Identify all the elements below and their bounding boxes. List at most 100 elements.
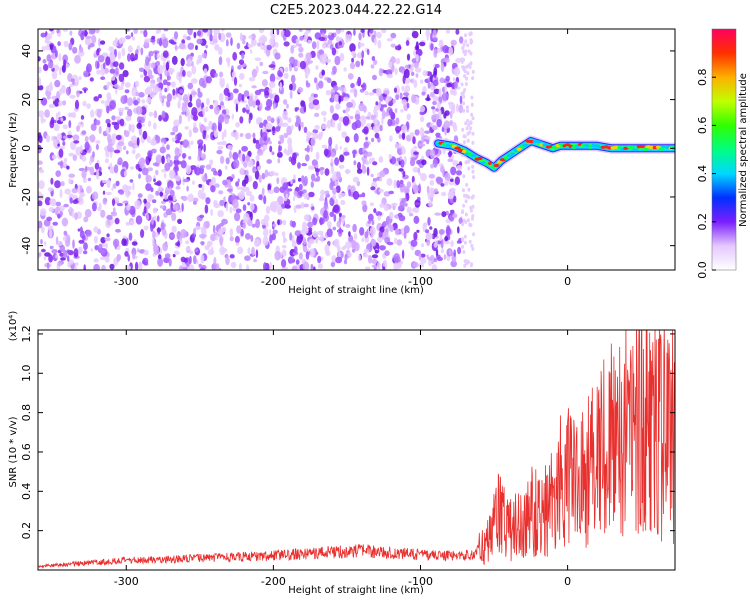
spectrogram-speckle [274,250,281,261]
spectrogram-speckle [198,77,205,87]
spectrogram-speckle [376,187,381,195]
spectrogram-speckle [305,58,311,66]
spectrogram-speckle [293,205,297,214]
spectrogram-speckle [425,232,433,240]
spectrogram-speckle [225,157,230,165]
spectrogram-speckle [462,250,466,254]
y-tick-label: 0.8 [20,404,33,422]
spectrogram-speckle [71,209,75,218]
spectrogram-speckle [308,191,315,198]
spectrogram-speckle [419,41,426,47]
spectrogram-speckle [305,52,312,61]
spectrogram-speckle [74,212,78,220]
spectrogram-speckle [430,32,433,42]
spectrogram-speckle [131,241,138,246]
spectrogram-speckle [297,86,303,94]
spectrogram-speckle [224,117,229,125]
y-tick-label: 1.2 [20,325,33,343]
spectrogram-speckle [180,58,185,67]
spectrogram-speckle [218,190,224,195]
spectrogram-speckle [342,116,350,126]
spectrogram-speckle [232,152,239,161]
spectrogram-speckle [424,136,431,140]
spectrogram-speckle [38,220,43,229]
spectrogram-speckle [286,103,289,109]
spectrogram-speckle [141,167,149,176]
spectrogram-speckle [138,157,146,167]
spectrogram-speckle [158,38,163,47]
spectrogram-speckle [105,219,112,229]
spectrogram-speckle [400,109,404,113]
spectrogram-speckle [261,79,268,87]
spectrogram-speckle [234,131,239,140]
spectrogram-speckle [472,232,476,237]
spectrogram-speckle [235,122,241,128]
spectrogram-speckle [168,234,176,238]
spectrogram-speckle [73,248,79,258]
spectrogram-speckle [251,33,256,41]
spectrogram-speckle [405,202,408,207]
spectrogram-speckle [310,173,316,182]
spectrogram-speckle [419,127,425,137]
spectrogram-speckle [320,131,324,137]
spectrogram-speckle [129,179,134,183]
spectrogram-speckle [370,173,374,178]
spectrogram-speckle [224,165,228,170]
spectrogram-speckle [323,209,329,219]
spectrogram-speckle [43,256,47,261]
spectrogram-speckle [69,197,73,204]
spectrogram-speckle [396,180,401,189]
spectrogram-speckle [348,189,351,197]
spectrogram-speckle [193,31,197,39]
spectrogram-speckle [374,132,380,139]
spectrogram-speckle [462,65,466,70]
spectrogram-speckle [223,128,227,138]
spectrogram-speckle [416,97,420,102]
spectrogram-speckle [219,199,225,207]
spectrogram-speckle [349,43,356,53]
spectrogram-speckle [415,202,421,206]
spectrogram-speckle [315,65,319,70]
spectrogram-speckle [117,141,125,146]
spectrogram-speckle [219,71,224,78]
spectrogram-speckle [230,37,233,46]
spectrogram-speckle [200,241,205,246]
spectrogram-speckle [222,179,228,186]
spectrogram-speckle [269,170,276,176]
spectrogram-speckle [221,131,225,141]
spectrogram-speckle [260,44,267,50]
spectrogram-speckle [60,84,66,94]
spectrogram-speckle [96,48,100,56]
spectrogram-speckle [135,91,139,97]
y-tick-label: 0.6 [20,443,33,461]
spectrogram-speckle [385,97,390,104]
spectrogram-speckle [102,190,106,195]
spectrogram-speckle [450,88,454,95]
spectrogram-speckle [137,248,140,253]
spectrogram-speckle [411,71,415,77]
spectrogram-speckle [372,178,377,182]
spectrogram-speckle [117,51,121,60]
spectrogram-speckle [47,187,54,192]
spectrogram-speckle [469,223,473,228]
spectrogram-speckle [419,111,426,116]
spectrogram-speckle [115,134,122,141]
spectrogram-speckle [400,159,405,168]
spectrogram-speckle [347,34,352,42]
spectrogram-speckle [433,48,438,58]
spectrogram-speckle [226,179,232,187]
spectrogram-speckle [361,237,365,242]
spectrogram-speckle [259,136,264,145]
spectrogram-speckle [466,43,470,48]
spectrogram-speckle [371,137,375,143]
spectrogram-speckle [388,153,393,160]
spectrogram-speckle [295,259,300,265]
spectrogram-speckle [225,32,232,38]
spectrogram-speckle [212,34,218,44]
spectrogram-speckle [372,74,377,81]
spectrogram-speckle [331,120,336,128]
spectrogram-speckle [279,117,283,126]
spectrogram-speckle [153,122,157,130]
spectrogram-speckle [227,58,231,68]
